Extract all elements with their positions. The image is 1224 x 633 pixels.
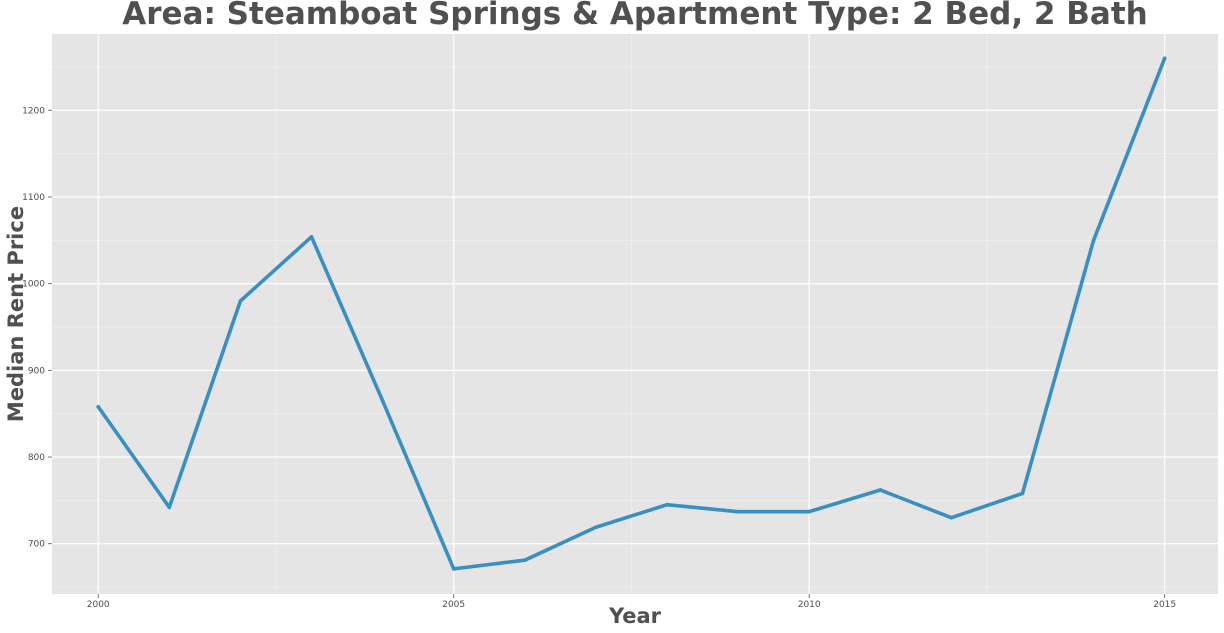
data-point [949, 515, 954, 520]
axis-ticks [48, 109, 1166, 598]
y-tick-label: 700 [28, 540, 45, 550]
plot-panel [52, 34, 1218, 594]
data-point [1020, 491, 1025, 496]
x-tick-label: 2010 [798, 600, 821, 610]
data-point [167, 505, 172, 510]
data-point [380, 398, 385, 403]
data-point [1091, 238, 1096, 243]
tick-labels: 2000 2005 2010 2015 700 800 900 1000 1100 1200 [22, 106, 1176, 610]
y-tick-label: 800 [28, 453, 45, 463]
x-tick-label: 2015 [1153, 600, 1176, 610]
data-point [451, 567, 456, 571]
data-point [309, 235, 314, 239]
data-point [1162, 56, 1167, 61]
series-layer [96, 56, 1167, 571]
data-point [96, 404, 101, 409]
series-line [96, 56, 1167, 571]
y-tick-label: 1200 [22, 106, 45, 116]
data-point [522, 558, 527, 562]
data-point [807, 509, 811, 514]
x-axis-title: Year [608, 604, 662, 628]
y-tick-label: 1100 [22, 193, 45, 203]
x-tick-label: 2000 [87, 600, 110, 610]
major-gridlines [52, 34, 1218, 594]
x-tick-label: 2005 [442, 600, 465, 610]
data-point [238, 299, 243, 303]
y-axis-title: Median Rent Price [4, 205, 28, 423]
data-point [878, 488, 883, 492]
chart-title: Area: Steamboat Springs & Apartment Type… [122, 0, 1148, 32]
data-point [594, 525, 598, 530]
minor-gridlines [52, 34, 1218, 594]
y-tick-label: 1000 [22, 280, 45, 290]
y-tick-label: 900 [28, 366, 45, 376]
data-point [736, 509, 740, 514]
data-point [665, 502, 669, 507]
